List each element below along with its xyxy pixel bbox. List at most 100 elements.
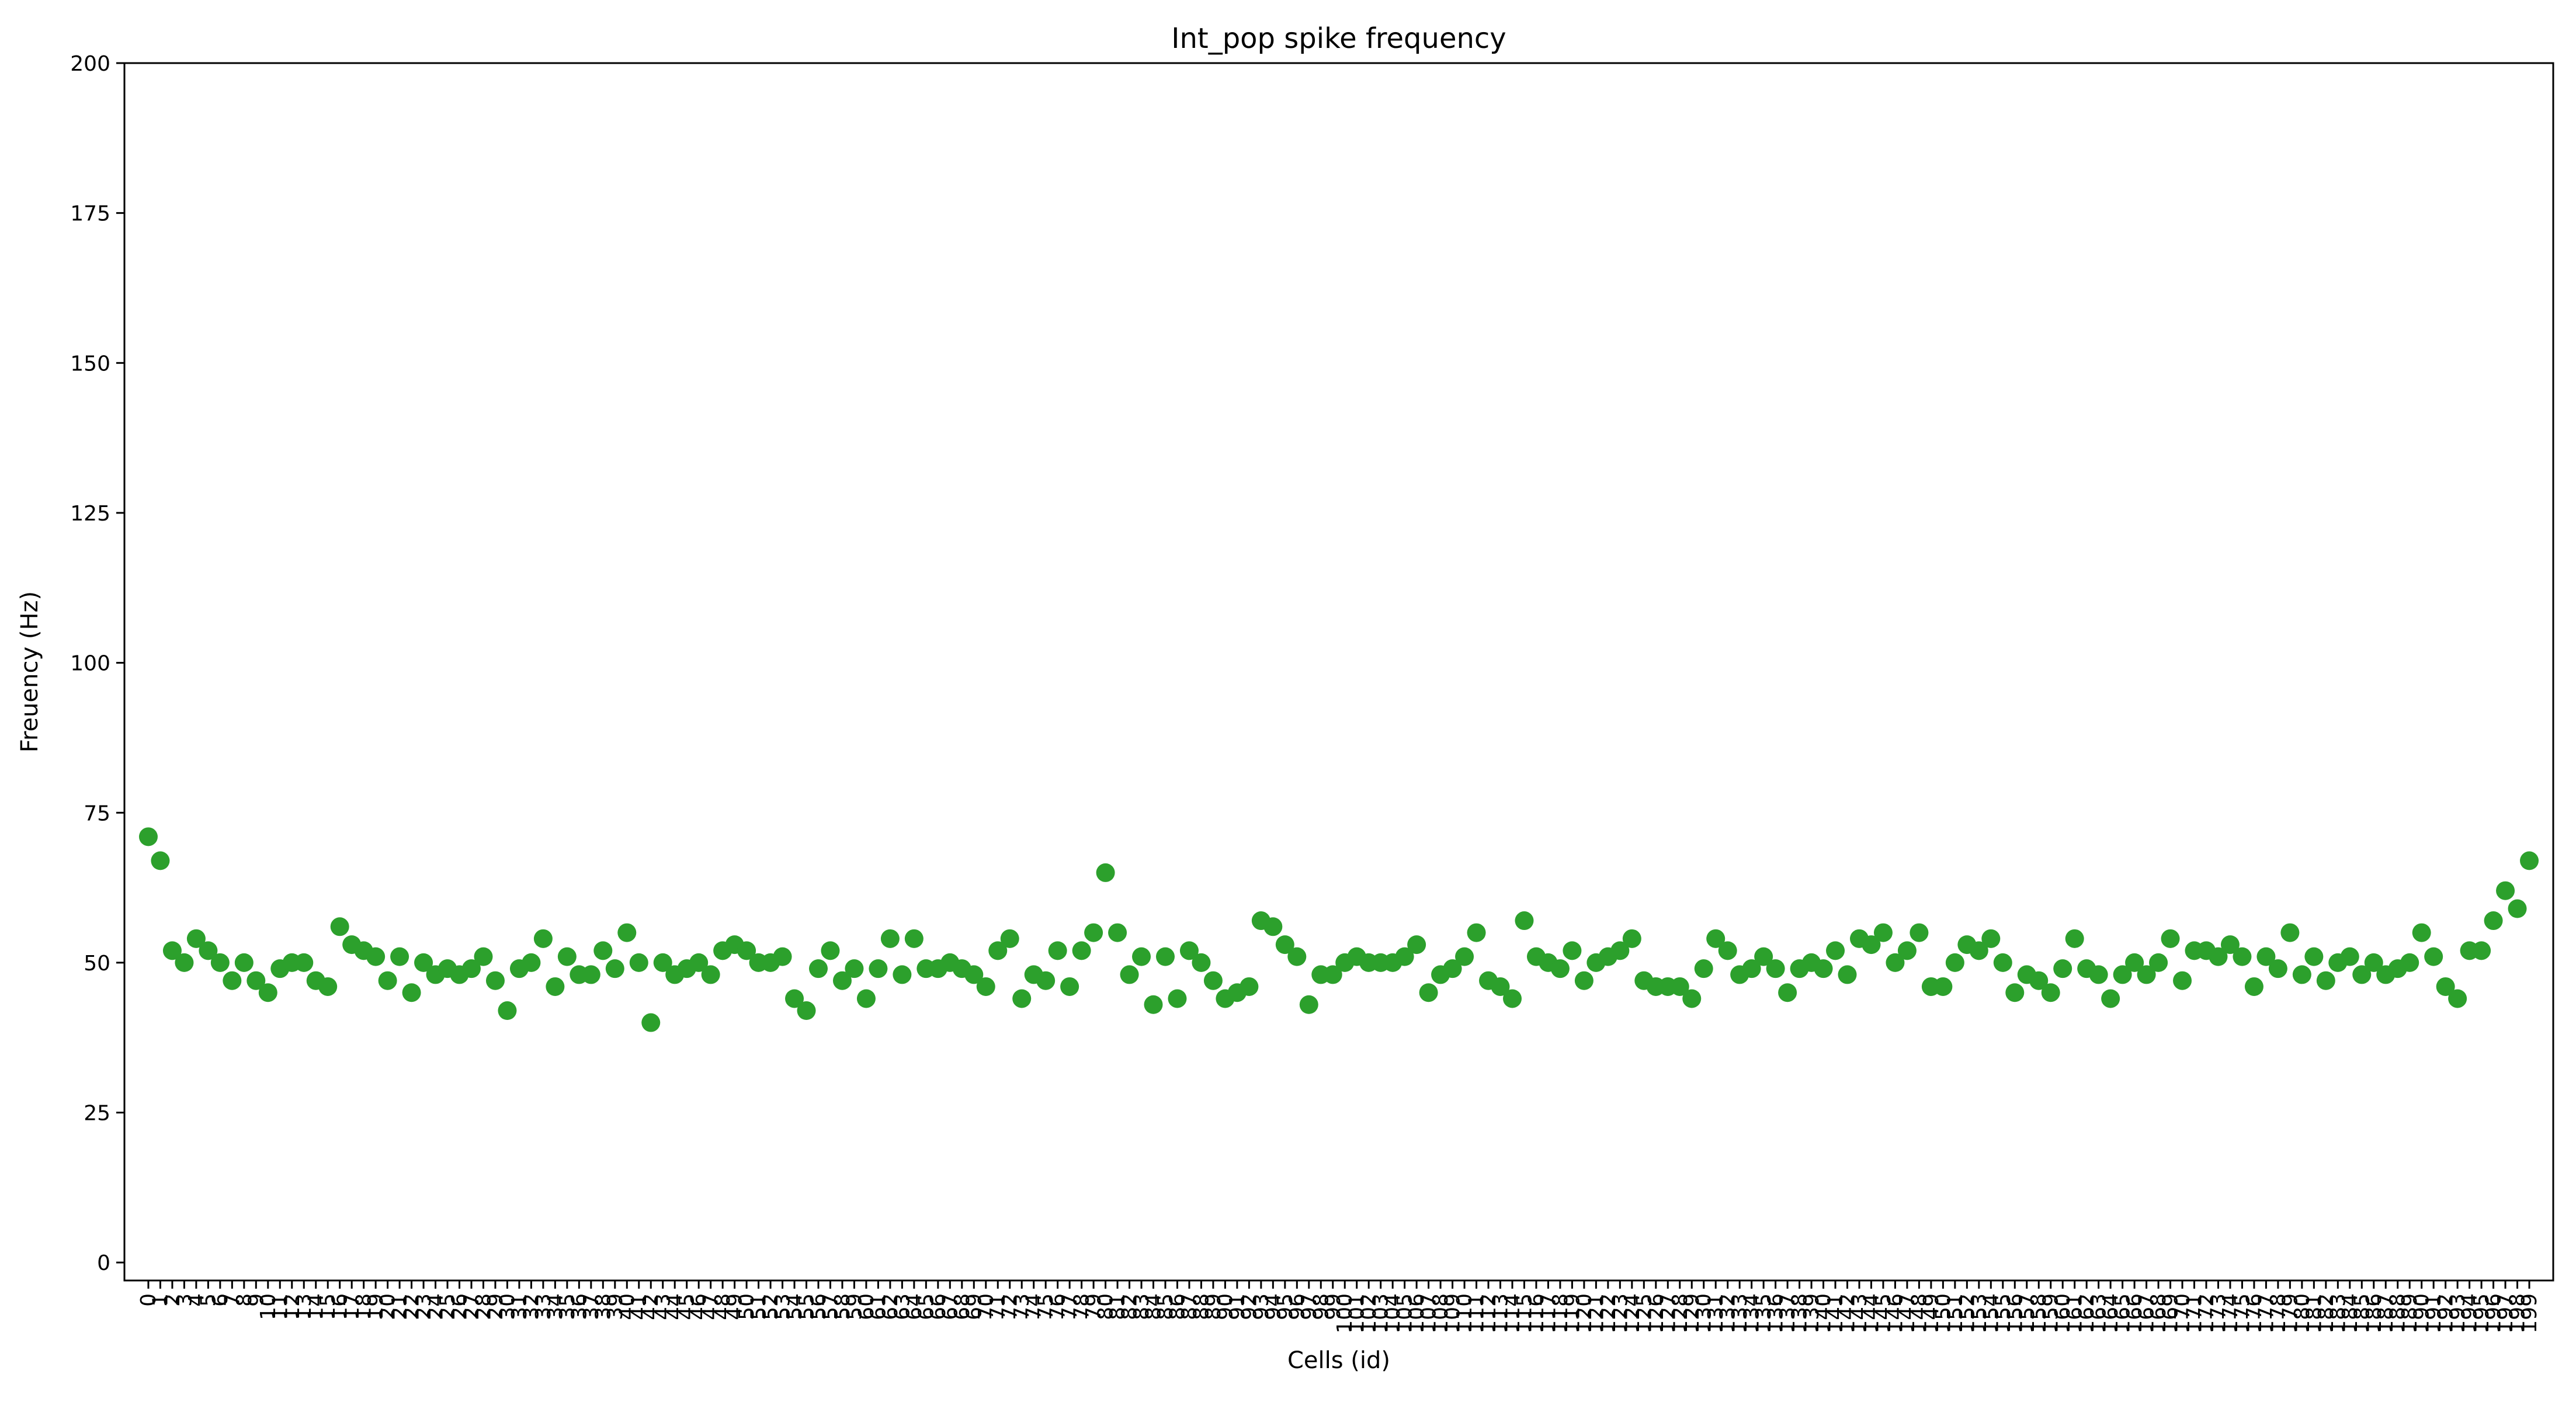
data-point <box>1742 959 1761 978</box>
data-point <box>1981 929 2001 948</box>
data-point <box>2316 971 2335 990</box>
y-tick-label: 200 <box>70 52 110 76</box>
data-point <box>2125 953 2144 972</box>
data-point <box>1443 959 1462 978</box>
data-point <box>223 971 242 990</box>
plot-area <box>123 62 2554 1282</box>
data-point <box>2400 953 2419 972</box>
x-tick-label: 41 <box>627 1293 651 1320</box>
data-point <box>2340 947 2359 966</box>
x-tick-label: 79 <box>1082 1293 1106 1320</box>
data-point <box>617 923 637 942</box>
x-tick-label: 32 <box>519 1293 543 1320</box>
data-point <box>402 983 421 1002</box>
x-tick-label: 94 <box>1261 1293 1285 1320</box>
x-tick-label: 113 <box>1489 1293 1513 1334</box>
x-tick-label: 59 <box>842 1293 866 1320</box>
data-point <box>1179 941 1199 960</box>
data-point <box>797 1001 816 1021</box>
x-tick-label: 0 <box>137 1293 161 1307</box>
x-tick-label: 190 <box>2410 1293 2434 1334</box>
x-tick-label: 87 <box>1178 1293 1202 1320</box>
x-tick-label: 8 <box>232 1293 256 1307</box>
data-point <box>2053 959 2072 978</box>
x-tick-label: 104 <box>1381 1293 1405 1334</box>
data-point <box>1120 965 1139 984</box>
x-tick-label: 133 <box>1728 1293 1752 1334</box>
x-tick-label: 88 <box>1189 1293 1213 1320</box>
data-point <box>1622 929 1641 948</box>
x-tick-label: 147 <box>1895 1293 1919 1334</box>
data-point <box>522 953 541 972</box>
x-tick-label: 183 <box>2326 1293 2350 1334</box>
x-tick-label: 171 <box>2183 1293 2207 1334</box>
y-tick-label: 75 <box>84 801 110 825</box>
x-tick-label: 21 <box>388 1293 412 1320</box>
x-tick-label: 116 <box>1525 1293 1549 1334</box>
data-point <box>294 953 314 972</box>
x-tick-label: 114 <box>1501 1293 1525 1334</box>
x-tick-label: 65 <box>914 1293 938 1320</box>
data-point <box>2280 923 2300 942</box>
data-point <box>2173 971 2192 990</box>
x-tick-label: 78 <box>1070 1293 1094 1320</box>
x-tick-label: 97 <box>1297 1293 1321 1320</box>
data-point <box>138 827 158 846</box>
data-point <box>2233 947 2252 966</box>
x-tick-label: 77 <box>1058 1293 1082 1320</box>
x-tick-label: 37 <box>579 1293 603 1320</box>
data-point <box>2412 923 2431 942</box>
x-tick-label: 186 <box>2362 1293 2386 1334</box>
data-point <box>1993 953 2012 972</box>
x-tick-label: 2 <box>161 1293 185 1307</box>
x-tick-label: 36 <box>567 1293 591 1320</box>
data-point <box>1240 977 1259 996</box>
x-tick-label: 38 <box>591 1293 615 1320</box>
x-tick-label: 189 <box>2398 1293 2422 1334</box>
data-point <box>880 929 900 948</box>
x-tick-label: 144 <box>1859 1293 1883 1334</box>
x-tick-label: 31 <box>508 1293 532 1320</box>
data-point <box>2005 983 2025 1002</box>
x-tick-label: 160 <box>2051 1293 2075 1334</box>
data-point <box>1838 965 1857 984</box>
x-tick-label: 168 <box>2147 1293 2171 1334</box>
x-tick-label: 169 <box>2159 1293 2183 1334</box>
y-tick-label: 25 <box>84 1102 110 1126</box>
x-tick-label: 72 <box>998 1293 1022 1320</box>
data-point <box>462 959 481 978</box>
data-point <box>1694 959 1713 978</box>
data-point <box>1826 941 1845 960</box>
data-point <box>964 965 984 984</box>
x-tick-label: 28 <box>471 1293 495 1320</box>
y-tick-label: 125 <box>70 502 110 526</box>
data-point <box>641 1013 661 1032</box>
x-tick-label: 153 <box>1967 1293 1991 1334</box>
data-point <box>629 953 648 972</box>
x-tick-label: 106 <box>1405 1293 1429 1334</box>
x-tick-label: 127 <box>1656 1293 1680 1334</box>
data-point <box>869 959 888 978</box>
data-point <box>2508 899 2527 918</box>
x-tick-label: 49 <box>723 1293 747 1320</box>
x-tick-label: 62 <box>879 1293 902 1320</box>
x-tick-label: 7 <box>220 1293 244 1307</box>
data-point <box>414 953 433 972</box>
data-point <box>1036 971 1056 990</box>
data-point <box>1682 989 1702 1008</box>
data-point <box>1897 941 1917 960</box>
data-point <box>2029 971 2049 990</box>
x-tick-label: 139 <box>1800 1293 1824 1334</box>
x-tick-label: 12 <box>280 1293 304 1320</box>
x-tick-label: 182 <box>2314 1293 2338 1334</box>
x-tick-label: 174 <box>2219 1293 2242 1334</box>
x-tick-label: 35 <box>556 1293 579 1320</box>
x-tick-label: 99 <box>1321 1293 1345 1320</box>
data-point <box>1610 941 1630 960</box>
x-tick-label: 26 <box>448 1293 472 1320</box>
x-tick-label: 138 <box>1788 1293 1812 1334</box>
data-point <box>390 947 409 966</box>
x-tick-label: 42 <box>639 1293 663 1320</box>
x-axis: 0123456789101112131415161718192021222324… <box>137 1280 2542 1334</box>
